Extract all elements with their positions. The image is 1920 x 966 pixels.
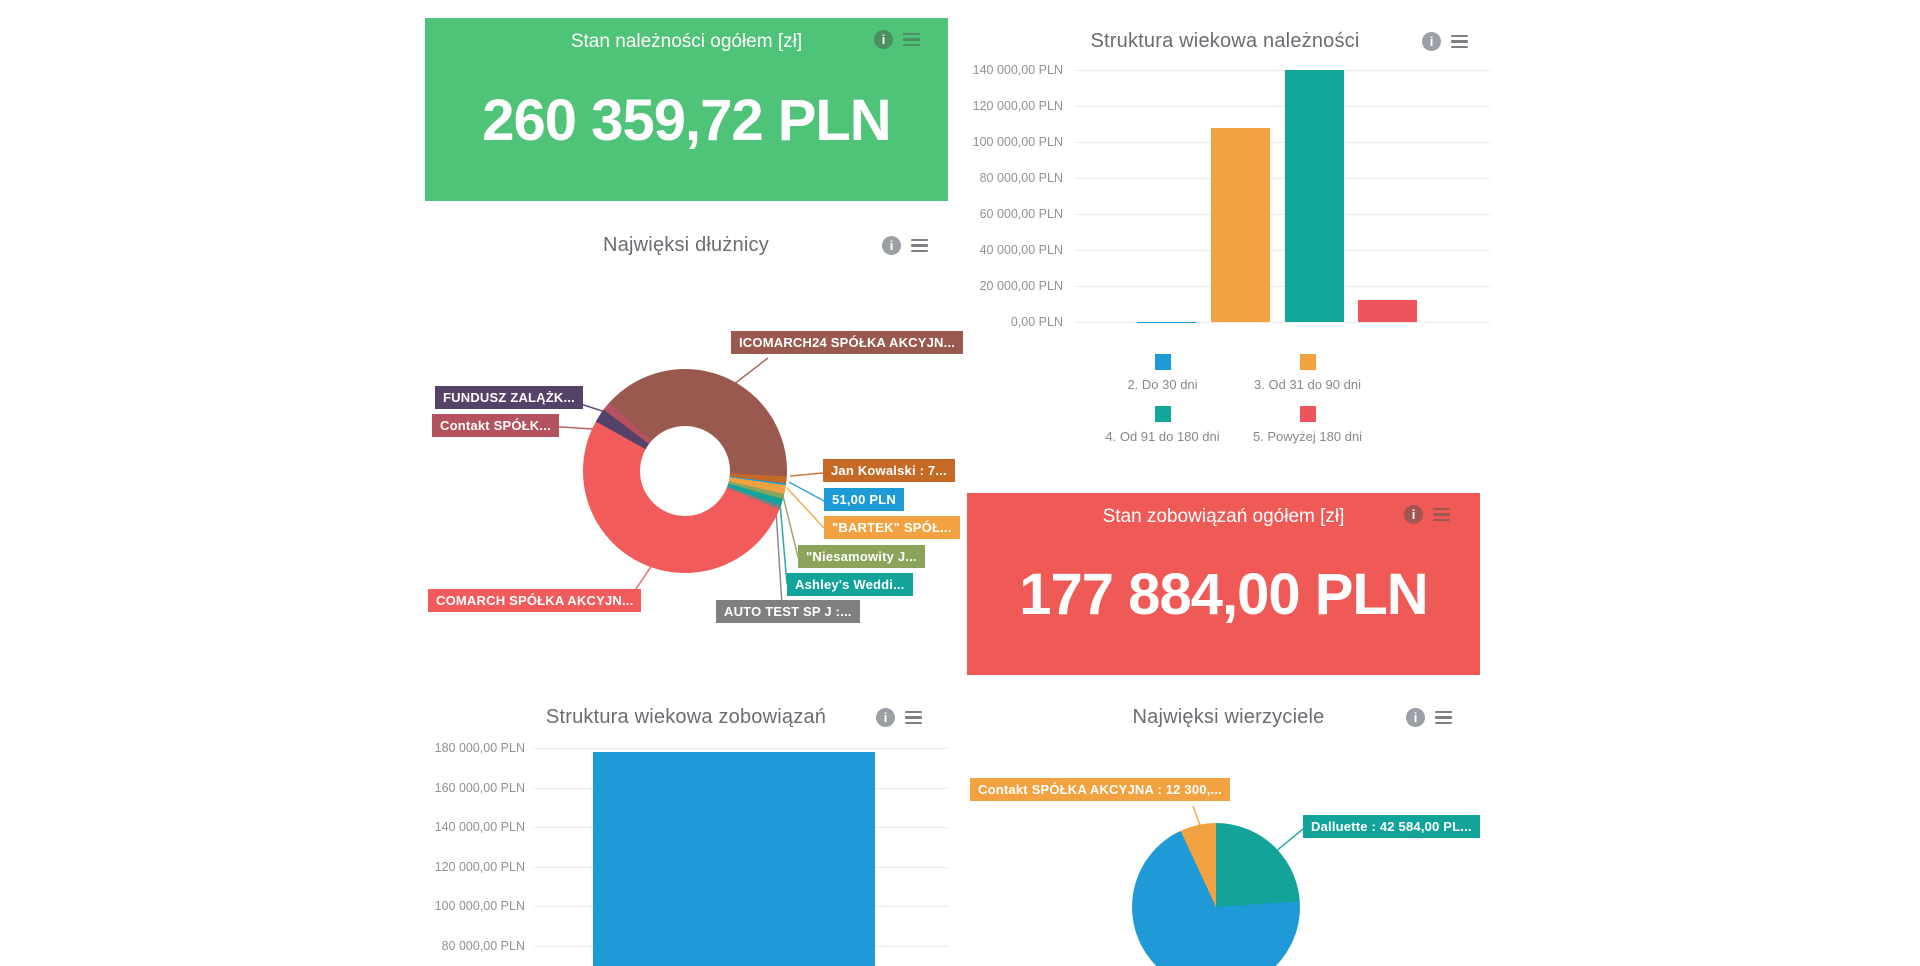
widget-actions: i (1406, 708, 1452, 727)
gridline (1075, 250, 1490, 251)
gridline (1075, 214, 1490, 215)
widget-header: Struktura wiekowa należności i (960, 24, 1490, 60)
widget-header: Najwięksi dłużnicy i (424, 228, 948, 264)
gridline (1075, 142, 1490, 143)
legend-swatch (1154, 406, 1171, 422)
widget-actions: i (1422, 32, 1468, 51)
y-axis-tick-label: 40 000,00 PLN (979, 243, 1063, 257)
bar-chart-plot: 180 000,00 PLN 160 000,00 PLN 140 000,00 P… (424, 700, 948, 966)
legend-item[interactable]: 2. Do 30 dni (1090, 354, 1235, 392)
kpi-card-payables-total: i Stan zobowiązań ogółem [zł] 177 884,00… (967, 493, 1480, 675)
kpi-value: 177 884,00 PLN (1019, 562, 1428, 627)
y-axis-tick-label: 140 000,00 PLN (434, 820, 525, 834)
y-axis-tick-label: 140 000,00 PLN (972, 63, 1063, 77)
donut-chart[interactable] (583, 369, 787, 573)
leader-line (775, 509, 783, 606)
y-axis-tick-label: 180 000,00 PLN (434, 741, 525, 755)
bar[interactable] (1285, 70, 1344, 322)
info-icon[interactable]: i (876, 708, 895, 727)
legend-label: 3. Od 31 do 90 dni (1254, 377, 1361, 392)
gridline (1075, 286, 1490, 287)
gridline (534, 748, 948, 749)
legend-swatch (1299, 354, 1316, 370)
hamburger-menu-icon[interactable] (1433, 508, 1450, 521)
y-axis-tick-label: 80 000,00 PLN (441, 938, 525, 953)
gridline (1075, 70, 1490, 71)
info-icon[interactable]: i (1406, 708, 1425, 727)
widget-payables-aging: Struktura wiekowa zobowiązań i 180 000,0… (424, 700, 948, 966)
leader-line (782, 495, 799, 558)
widget-creditors: Najwięksi wierzyciele i Contakt SPÓŁKA A… (967, 700, 1490, 966)
legend-item[interactable]: 5. Powyżej 180 dni (1235, 406, 1380, 444)
widget-title: Najwięksi dłużnicy (603, 234, 769, 256)
callout-label: "BARTEK" SPÓŁ... (824, 516, 960, 539)
y-axis-tick-label: 120 000,00 PLN (434, 859, 525, 874)
info-icon[interactable]: i (1404, 505, 1423, 524)
widget-actions: i (882, 236, 928, 255)
kpi-card-receivables-total: i Stan należności ogółem [zł] 260 359,72… (425, 18, 948, 201)
widget-header: Struktura wiekowa zobowiązań i (424, 700, 948, 736)
info-icon[interactable]: i (1422, 32, 1441, 51)
hamburger-menu-icon[interactable] (903, 33, 920, 46)
y-axis-tick-label: 20 000,00 PLN (979, 279, 1063, 293)
callout-label: Dalluette : 42 584,00 PL... (1303, 815, 1480, 838)
leader-line (779, 502, 788, 585)
callout-label: 51,00 PLN (824, 488, 904, 511)
callout-label: "Niesamowity J... (798, 545, 925, 568)
callout-label: Ashley's Weddi... (787, 573, 913, 596)
widget-receivables-aging: Struktura wiekowa należności i 0,00 PLN 2… (960, 24, 1490, 454)
hamburger-menu-icon[interactable] (1451, 35, 1468, 48)
legend-label: 5. Powyżej 180 dni (1252, 429, 1363, 444)
hamburger-menu-icon[interactable] (1435, 711, 1452, 724)
bar[interactable] (1358, 299, 1417, 322)
callout-label: ICOMARCH24 SPÓŁKA AKCYJN... (731, 331, 964, 354)
leader-line (788, 481, 825, 502)
chart-legend: 2. Do 30 dni 3. Od 31 do 90 dni 4. Od 91… (1090, 354, 1380, 444)
callout-label: Jan Kowalski : 7... (823, 459, 955, 482)
legend-item[interactable]: 4. Od 91 do 180 dni (1090, 406, 1235, 444)
info-icon[interactable]: i (874, 30, 893, 49)
bar[interactable] (593, 752, 875, 966)
legend-swatch (1154, 354, 1171, 370)
widget-title: Struktura wiekowa zobowiązań (545, 706, 827, 728)
y-axis-tick-label: 160 000,00 PLN (434, 780, 525, 795)
y-axis-tick-label: 120 000,00 PLN (972, 99, 1063, 113)
widget-actions: i (876, 708, 922, 727)
legend-label: 4. Od 91 do 180 dni (1105, 429, 1220, 444)
kpi-title: Stan zobowiązań ogółem [zł] (1102, 506, 1345, 527)
gridline (1075, 178, 1490, 179)
legend-item[interactable]: 3. Od 31 do 90 dni (1235, 354, 1380, 392)
y-axis-tick-label: 100 000,00 PLN (434, 899, 525, 913)
widget-title: Struktura wiekowa należności (1090, 30, 1360, 52)
legend-label: 2. Do 30 dni (1127, 377, 1198, 392)
pie-chart[interactable] (1132, 823, 1300, 966)
legend-swatch (1299, 406, 1316, 422)
bar[interactable] (1211, 127, 1270, 322)
callout-label: AUTO TEST SP J :... (716, 600, 860, 623)
kpi-title: Stan należności ogółem [zł] (570, 31, 803, 52)
callout-label: Contakt SPÓŁK... (432, 414, 559, 437)
widget-actions: i (1404, 505, 1450, 524)
info-icon[interactable]: i (882, 236, 901, 255)
gridline (1075, 322, 1490, 323)
y-axis-tick-label: 100 000,00 PLN (972, 135, 1063, 149)
bar-chart-plot: 0,00 PLN 20 000,00 PLN 40 000,00 PLN 60 000… (960, 24, 1490, 454)
widget-title: Najwięksi wierzyciele (1132, 706, 1325, 728)
hamburger-menu-icon[interactable] (911, 239, 928, 252)
gridline (1075, 106, 1490, 107)
leader-line (786, 487, 825, 529)
widget-header: Najwięksi wierzyciele i (967, 700, 1490, 736)
y-axis-tick-label: 60 000,00 PLN (979, 207, 1063, 221)
y-axis-tick-label: 80 000,00 PLN (979, 171, 1063, 185)
callout-label: FUNDUSZ ZALĄŻK... (435, 386, 583, 409)
callout-label: COMARCH SPÓŁKA AKCYJN... (428, 589, 642, 612)
hamburger-menu-icon[interactable] (905, 711, 922, 724)
y-axis-tick-label: 0,00 PLN (1010, 315, 1063, 329)
leader-line (789, 472, 824, 477)
kpi-value: 260 359,72 PLN (482, 87, 891, 153)
widget-debtors: Najwięksi dłużnicy i ICOMARCH24 SPÓŁKA A… (424, 228, 964, 658)
callout-label: Contakt SPÓŁKA AKCYJNA : 12 300,... (970, 778, 1230, 801)
widget-actions: i (874, 30, 920, 49)
